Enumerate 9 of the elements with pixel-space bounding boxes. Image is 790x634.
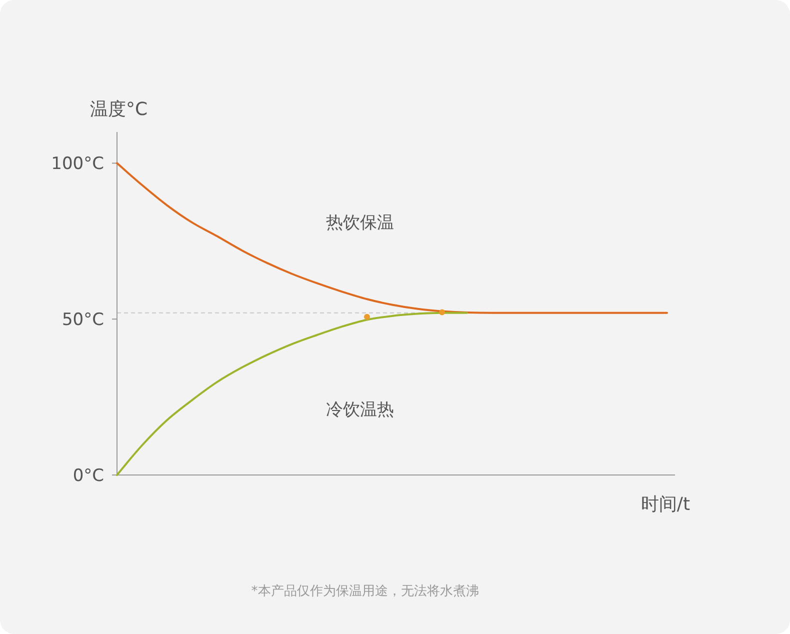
y-axis-title: 温度°C: [90, 99, 148, 120]
annotation: 热饮保温: [326, 213, 394, 233]
line-series: [116, 162, 668, 314]
y-tick-label: 100°C: [51, 154, 104, 174]
y-tick-label: 0°C: [72, 466, 104, 486]
text: *本产品仅作为保温用途，无法将水煮沸: [251, 584, 479, 599]
x-axis-title: 时间/t: [640, 494, 690, 515]
annotation: 冷饮温热: [326, 400, 394, 420]
y-tick-label: 50°C: [62, 310, 104, 330]
